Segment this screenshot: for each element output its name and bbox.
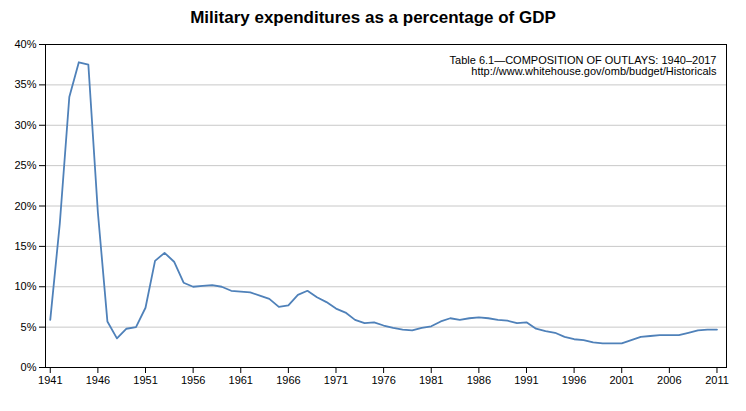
html-text:Military expenditures as a per: Military expenditures as a percentage of… <box>190 8 556 27</box>
svg-text:1961: 1961 <box>229 374 253 386</box>
svg-text:1976: 1976 <box>371 374 395 386</box>
svg-text:Table 6.1—COMPOSITION OF OUTLA: Table 6.1—COMPOSITION OF OUTLAYS: 1940–2… <box>450 54 717 77</box>
svg-text:2011: 2011 <box>705 374 729 386</box>
svg-text:1946: 1946 <box>86 374 110 386</box>
svg-text:25%: 25% <box>14 159 36 171</box>
svg-text:1956: 1956 <box>181 374 205 386</box>
svg-text:0%: 0% <box>21 361 37 373</box>
svg-text:1971: 1971 <box>324 374 348 386</box>
svg-text:1941: 1941 <box>38 374 62 386</box>
svg-text:20%: 20% <box>14 200 36 212</box>
svg-text:1981: 1981 <box>419 374 443 386</box>
svg-text:5%: 5% <box>21 321 37 333</box>
svg-text:1996: 1996 <box>562 374 586 386</box>
svg-text:40%: 40% <box>14 38 36 50</box>
svg-text:1986: 1986 <box>467 374 491 386</box>
svg-text:30%: 30% <box>14 119 36 131</box>
svg-text:1991: 1991 <box>514 374 538 386</box>
svg-text:2001: 2001 <box>609 374 633 386</box>
svg-text:15%: 15% <box>14 240 36 252</box>
svg-text:10%: 10% <box>14 280 36 292</box>
svg-text:1966: 1966 <box>276 374 300 386</box>
svg-text:35%: 35% <box>14 78 36 90</box>
svg-text:1951: 1951 <box>133 374 157 386</box>
svg-text:2006: 2006 <box>657 374 681 386</box>
